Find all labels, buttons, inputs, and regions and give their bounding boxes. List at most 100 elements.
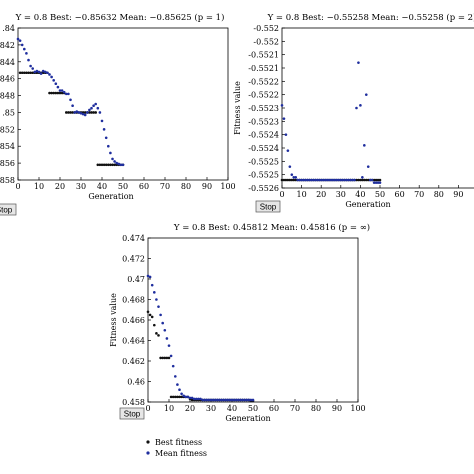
plot-frame (282, 28, 474, 188)
y-tick-label: -0.552 (253, 37, 279, 46)
mean-fitness-point (122, 164, 125, 167)
mean-fitness-point (174, 375, 177, 378)
best-fitness-point (155, 332, 158, 335)
y-tick-label: -0.5522 (248, 77, 279, 86)
x-tick-label: 40 (227, 404, 237, 413)
mean-fitness-point (283, 117, 286, 120)
stop-button[interactable]: Stop (256, 201, 280, 212)
y-tick-label: .85 (2, 108, 15, 117)
stop-button[interactable]: Stop (0, 204, 16, 215)
plot-frame (148, 238, 358, 402)
mean-fitness-point (168, 344, 171, 347)
x-axis-label: Generation (225, 414, 270, 423)
stop-button-label[interactable]: Stop (124, 410, 141, 419)
best-fitness-point (149, 314, 152, 317)
mean-fitness-point (113, 160, 116, 163)
y-tick-label: .842 (0, 41, 15, 50)
mean-fitness-point (63, 91, 66, 94)
x-axis-label: Generation (88, 192, 133, 201)
y-tick-label: .856 (0, 159, 15, 168)
x-tick-label: 60 (395, 190, 405, 199)
best-fitness-point (147, 311, 150, 314)
x-tick-label: 0 (279, 190, 284, 199)
mean-fitness-point (361, 176, 364, 179)
mean-fitness-point (172, 365, 175, 368)
mean-fitness-point (71, 104, 74, 107)
mean-fitness-point (52, 79, 55, 82)
mean-fitness-point (359, 104, 362, 107)
mean-fitness-point (180, 393, 183, 396)
x-tick-label: 70 (160, 182, 170, 191)
legend-mean-marker (146, 451, 149, 454)
legend: Best fitnessMean fitness (146, 438, 207, 458)
mean-fitness-point (25, 52, 28, 55)
x-tick-label: 90 (332, 404, 342, 413)
mean-fitness-point (353, 179, 356, 182)
x-tick-label: 20 (185, 404, 195, 413)
x-tick-label: 100 (220, 182, 235, 191)
x-tick-label: 100 (350, 404, 365, 413)
mean-fitness-point (178, 388, 181, 391)
mean-fitness-point (176, 383, 179, 386)
x-tick-label: 0 (145, 404, 150, 413)
stop-button-label[interactable]: Stop (0, 206, 13, 215)
y-tick-label: -0.552 (253, 24, 279, 33)
mean-fitness-point (61, 89, 64, 92)
x-tick-label: 80 (434, 190, 444, 199)
y-tick-label: 0.458 (122, 398, 145, 407)
mean-fitness-point (23, 48, 26, 51)
chart-panel-2: Y = 0.8 Best: −0.55258 Mean: −0.55258 (p… (233, 12, 474, 212)
stop-button-label[interactable]: Stop (260, 203, 277, 212)
mean-fitness-point (363, 144, 366, 147)
mean-fitness-point (357, 61, 360, 64)
mean-fitness-point (21, 44, 24, 47)
y-tick-label: 0.474 (122, 234, 145, 243)
y-tick-label: .844 (0, 58, 15, 67)
x-tick-label: 50 (375, 190, 385, 199)
x-tick-label: 20 (316, 190, 326, 199)
stop-button[interactable]: Stop (120, 408, 144, 419)
x-tick-label: 50 (118, 182, 128, 191)
mean-fitness-point (67, 93, 70, 96)
mean-fitness-point (57, 86, 60, 89)
y-tick-label: .846 (0, 75, 15, 84)
mean-fitness-point (153, 291, 156, 294)
x-tick-label: 10 (34, 182, 44, 191)
best-fitness-point (151, 316, 154, 319)
best-fitness-point (379, 179, 382, 182)
y-tick-label: -0.5523 (248, 117, 279, 126)
x-tick-label: 70 (290, 404, 300, 413)
chart-title: Y = 0.8 Best: −0.55258 Mean: −0.55258 (p… (267, 12, 474, 23)
x-tick-label: 80 (311, 404, 321, 413)
mean-fitness-point (105, 136, 108, 139)
mean-fitness-point (285, 133, 288, 136)
y-tick-label: .848 (0, 92, 15, 101)
mean-fitness-point (99, 111, 102, 114)
x-tick-label: 60 (269, 404, 279, 413)
y-tick-label: .84 (2, 24, 15, 33)
best-fitness-point (153, 324, 156, 327)
mean-fitness-point (86, 111, 89, 114)
mean-fitness-point (84, 114, 87, 117)
mean-fitness-point (29, 65, 32, 68)
mean-fitness-point (365, 93, 368, 96)
y-tick-label: .854 (0, 142, 15, 151)
x-axis-label: Generation (345, 200, 390, 209)
mean-fitness-point (109, 152, 112, 155)
mean-fitness-point (155, 298, 158, 301)
legend-best-label: Best fitness (155, 438, 202, 447)
y-tick-label: -0.5521 (248, 64, 279, 73)
mean-fitness-point (252, 399, 255, 402)
mean-fitness-point (281, 104, 284, 107)
x-tick-label: 90 (202, 182, 212, 191)
y-tick-label: -0.5521 (248, 51, 279, 60)
mean-fitness-point (19, 39, 22, 42)
mean-fitness-point (170, 355, 173, 358)
mean-fitness-point (157, 305, 160, 308)
mean-fitness-point (289, 165, 292, 168)
y-tick-label: -0.5525 (248, 171, 279, 180)
best-fitness-point (168, 357, 171, 360)
mean-fitness-point (27, 59, 30, 62)
mean-fitness-point (38, 71, 41, 74)
mean-fitness-point (291, 173, 294, 176)
